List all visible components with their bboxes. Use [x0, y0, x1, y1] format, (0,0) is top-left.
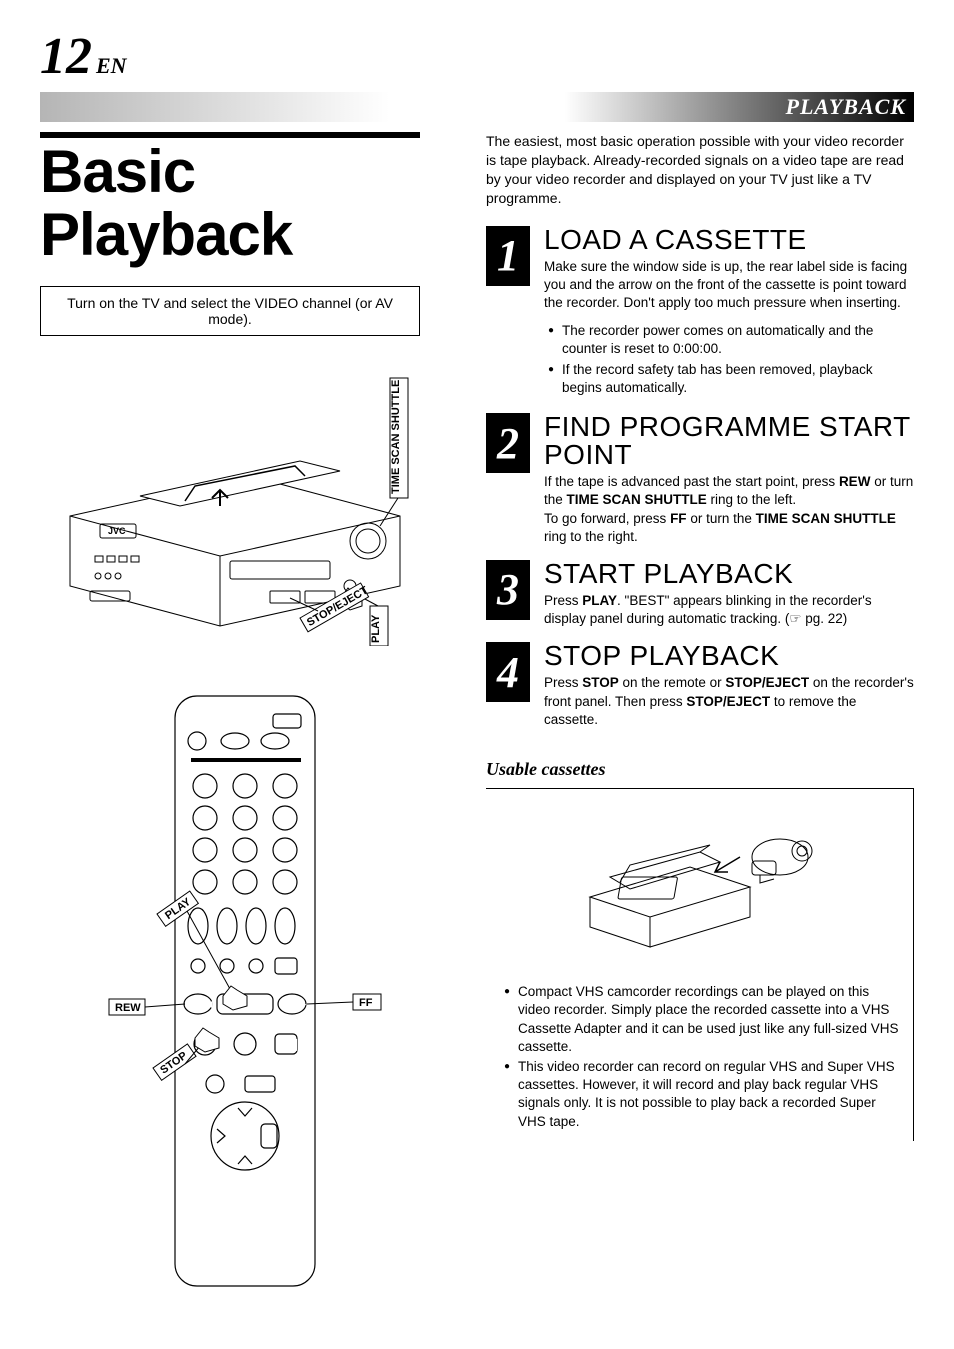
svg-text:►►: ►► — [285, 997, 309, 1011]
step-title: STOP PLAYBACK — [544, 642, 914, 670]
usable-bullets: Compact VHS camcorder recordings can be … — [500, 983, 899, 1131]
bullet: If the record safety tab has been remove… — [548, 361, 914, 397]
step-text: Press PLAY. "BEST" appears blinking in t… — [544, 592, 914, 628]
bullet: The recorder power comes on automaticall… — [548, 322, 914, 358]
step-number: 2 — [486, 413, 530, 473]
step-number: 4 — [486, 642, 530, 702]
page-header: 12EN — [40, 30, 914, 86]
svg-text:◄◄: ◄◄ — [191, 997, 215, 1011]
page-title: Basic Playback — [40, 140, 450, 266]
page-number-group: 12EN — [40, 27, 127, 86]
svg-text:❚❚: ❚❚ — [280, 1037, 300, 1051]
callout-play: PLAY — [370, 614, 382, 643]
svg-text:+: + — [195, 907, 202, 921]
right-column: The easiest, most basic operation possib… — [486, 132, 914, 1306]
step-title: START PLAYBACK — [544, 560, 914, 588]
step-bullets: The recorder power comes on automaticall… — [544, 322, 914, 397]
step-title: LOAD A CASSETTE — [544, 226, 914, 254]
step-number: 1 — [486, 226, 530, 286]
tip-box: Turn on the TV and select the VIDEO chan… — [40, 286, 420, 336]
step-text: If the tape is advanced past the start p… — [544, 473, 914, 546]
step-1: 1 LOAD A CASSETTE Make sure the window s… — [486, 226, 914, 400]
usable-heading: Usable cassettes — [486, 759, 914, 780]
svg-text:+: + — [224, 907, 231, 921]
callout-remote-rew: REW — [115, 1002, 141, 1014]
intro-text: The easiest, most basic operation possib… — [486, 132, 914, 208]
svg-text:●: ● — [241, 1037, 248, 1051]
cassette-illustration — [570, 807, 830, 967]
page-number: 12 — [40, 28, 92, 85]
callout-time-scan-shuttle: TIME SCAN SHUTTLE — [390, 380, 402, 494]
remote-brand: JVC — [229, 1210, 264, 1230]
bullet: Compact VHS camcorder recordings can be … — [504, 983, 899, 1056]
usable-box: Compact VHS camcorder recordings can be … — [486, 788, 914, 1141]
svg-text:+: + — [282, 907, 289, 921]
bullet: This video recorder can record on regula… — [504, 1058, 899, 1131]
remote-subbrand: MBR — [233, 1236, 261, 1247]
svg-text:−: − — [265, 1135, 272, 1149]
svg-text:+: + — [253, 907, 260, 921]
svg-text:−: − — [253, 929, 260, 943]
svg-text:−: − — [224, 929, 231, 943]
page-lang: EN — [96, 53, 127, 78]
step-title: FIND PROGRAMME START POINT — [544, 413, 914, 469]
callout-remote-ff: FF — [359, 997, 373, 1009]
vcr-illustration: JVC TIME SCAN SHUTTLE PLAY — [40, 366, 420, 646]
svg-text:JVC: JVC — [108, 526, 126, 536]
svg-text:−: − — [282, 929, 289, 943]
remote-illustration: + + + + − − − − ◄◄ ► ►► — [95, 686, 395, 1306]
step-2: 2 FIND PROGRAMME START POINT If the tape… — [486, 413, 914, 546]
step-4: 4 STOP PLAYBACK Press STOP on the remote… — [486, 642, 914, 729]
step-number: 3 — [486, 560, 530, 620]
step-3: 3 START PLAYBACK Press PLAY. "BEST" appe… — [486, 560, 914, 628]
left-column: Basic Playback Turn on the TV and select… — [40, 132, 450, 1306]
section-label: PLAYBACK — [786, 94, 906, 120]
step-text: Press STOP on the remote or STOP/EJECT o… — [544, 674, 914, 729]
section-header-bar: PLAYBACK — [40, 92, 914, 122]
step-text: Make sure the window side is up, the rea… — [544, 258, 914, 313]
